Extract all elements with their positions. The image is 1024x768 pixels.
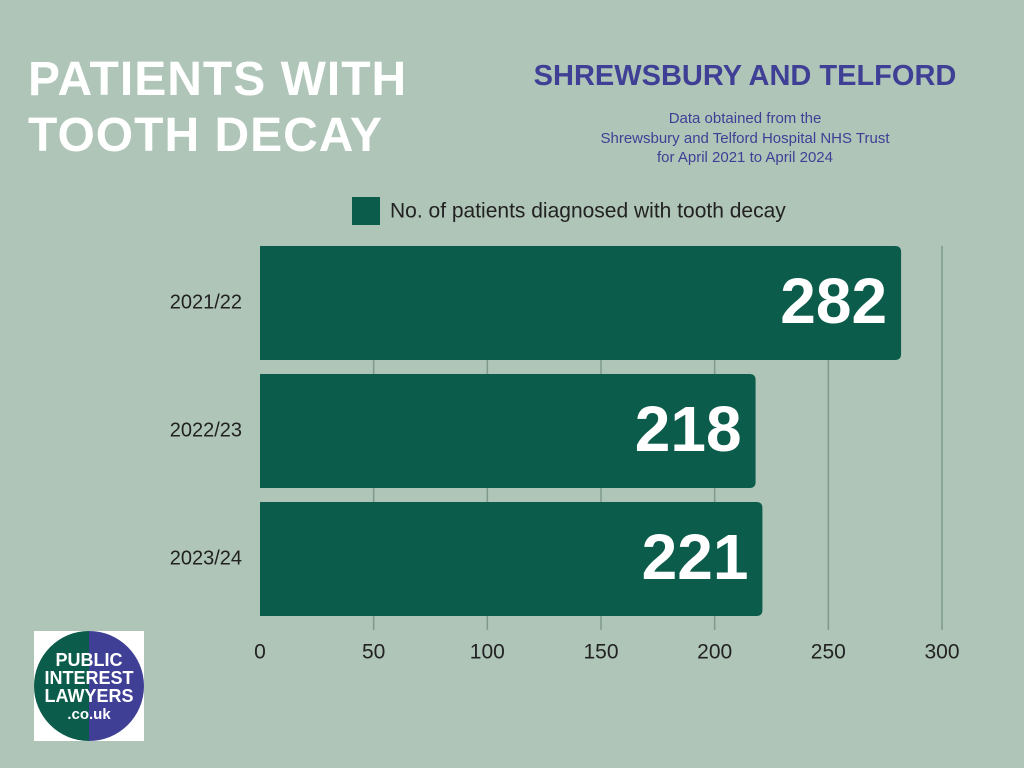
note-line: for April 2021 to April 2024 <box>657 149 833 166</box>
bar <box>260 374 756 488</box>
logo-text: PUBLIC <box>56 650 123 670</box>
value-label: 218 <box>635 393 742 465</box>
note-line: Shrewsbury and Telford Hospital NHS Trus… <box>600 130 890 147</box>
x-tick-label: 150 <box>583 641 618 664</box>
logo-left <box>34 631 89 741</box>
y-tick-label: 2021/22 <box>170 291 242 313</box>
legend-label: No. of patients diagnosed with tooth dec… <box>390 200 786 223</box>
logo-text: LAWYERS <box>44 686 133 706</box>
x-tick-label: 250 <box>811 641 846 664</box>
bar <box>260 502 763 616</box>
x-tick-label: 0 <box>254 641 266 664</box>
x-tick-label: 100 <box>470 641 505 664</box>
x-tick-label: 50 <box>362 641 385 664</box>
logo-text: INTEREST <box>44 668 133 688</box>
y-tick-label: 2022/23 <box>170 419 242 441</box>
logo-text: .co.uk <box>67 706 111 723</box>
chart-title: PATIENTS WITH TOOTH DECAY <box>28 53 408 162</box>
legend-swatch <box>352 197 380 225</box>
value-label: 221 <box>642 521 749 593</box>
y-tick-label: 2023/24 <box>170 547 242 569</box>
chart-subtitle: SHREWSBURY AND TELFORD <box>533 60 957 92</box>
value-label: 282 <box>780 265 887 337</box>
x-tick-label: 200 <box>697 641 732 664</box>
bar <box>260 246 902 360</box>
note-line: Data obtained from the <box>668 110 822 127</box>
x-tick-label: 300 <box>924 641 959 664</box>
logo-right <box>89 631 144 741</box>
